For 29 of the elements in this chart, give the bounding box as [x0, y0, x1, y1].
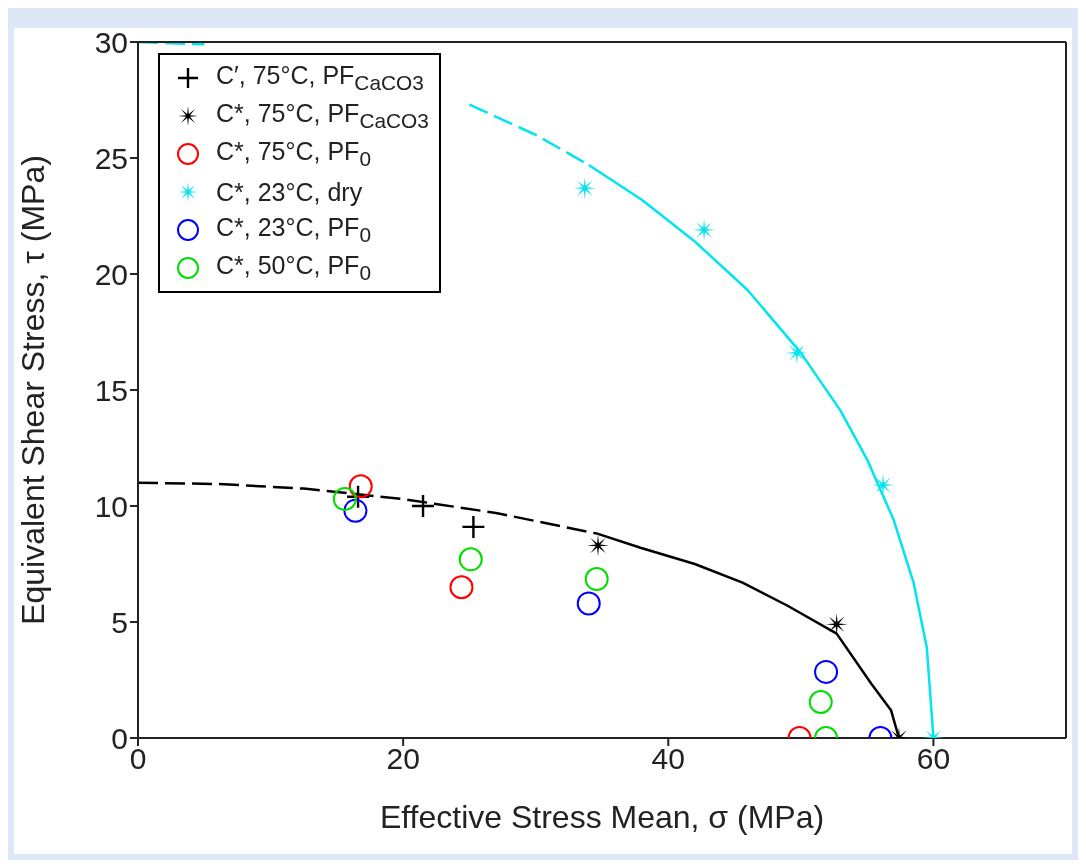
y-tick-label: 0 [111, 721, 128, 755]
point [584, 567, 609, 592]
point [825, 613, 848, 636]
y-tick-label: 10 [94, 489, 128, 523]
legend-label: C*, 23°C, PF$_{0}$ [216, 213, 371, 247]
y-tick-label: 25 [94, 141, 128, 175]
legend-label: C′, 75°C, PF$_{CaCO3}$ [216, 61, 424, 95]
y-axis-title: Equivalent Shear Stress, τ (MPa) [15, 155, 52, 625]
legend-label: C*, 23°C, dry [216, 177, 363, 207]
legend-label: C*, 50°C, PF$_{0}$ [216, 251, 371, 285]
point [332, 487, 357, 512]
point [348, 474, 373, 499]
point [808, 690, 833, 715]
legend-label: C*, 75°C, PF$_{0}$ [216, 137, 371, 171]
point [449, 575, 474, 600]
point [462, 515, 485, 538]
x-tick-label: 20 [386, 742, 420, 776]
x-tick-label: 40 [651, 742, 685, 776]
point [343, 498, 368, 523]
point [576, 591, 601, 616]
x-tick-label: 60 [916, 742, 951, 776]
legend-label: C*, 75°C, PF$_{CaCO3}$ [216, 99, 429, 133]
y-tick-label: 30 [94, 25, 128, 59]
point [458, 547, 483, 572]
x-axis-title: Effective Stress Mean, σ (MPa) [379, 799, 825, 835]
y-tick-label: 5 [111, 605, 128, 639]
y-tick-label: 20 [94, 257, 128, 291]
point [814, 659, 839, 684]
y-tick-label: 15 [94, 373, 128, 407]
